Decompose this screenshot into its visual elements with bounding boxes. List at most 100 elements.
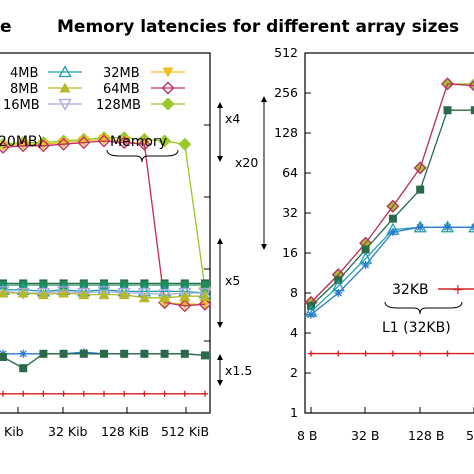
marker-square [443, 106, 452, 115]
marker-plus [335, 350, 342, 357]
marker-triangle [179, 290, 191, 301]
marker-diamond [161, 97, 175, 111]
legend: 4MB 8MB 16MB 32MB 64MB 128MB [0, 58, 205, 114]
marker-star [19, 349, 28, 358]
marker-plus [308, 350, 314, 357]
side-annotations: x4 x20 x5 x1.5 [217, 96, 267, 386]
left-x-tick-label: Kib [4, 424, 24, 439]
annotation-32kb: 32KB [392, 282, 429, 298]
left-series-dark [0, 349, 209, 373]
marker-star [361, 260, 370, 269]
right-series-64MB [304, 77, 474, 309]
legend-label: 64MB [103, 82, 140, 97]
left-series-green [0, 131, 212, 295]
tick-marks [17, 52, 474, 414]
legend-label: 8MB [10, 82, 38, 97]
marker-square [120, 349, 129, 358]
right-series-line [310, 226, 474, 316]
marker-triangle [58, 287, 70, 298]
marker-square [79, 349, 88, 358]
marker-square [160, 349, 169, 358]
marker-diamond-open [57, 137, 71, 151]
annotation-l1: L1 (32KB) [382, 320, 451, 336]
legend-item-64MB [151, 81, 185, 95]
marker-diamond-open [77, 136, 91, 150]
marker-diamond-open [16, 139, 30, 153]
memory-brace [106, 149, 179, 163]
marker-square [59, 349, 68, 358]
right-legend-box [385, 278, 474, 300]
marker-diamond-open [178, 299, 192, 313]
right-y-tick-label: 8 [290, 285, 298, 300]
marker-diamond [158, 134, 172, 148]
marker-diamond-open [413, 161, 427, 175]
left-series-line [2, 140, 206, 307]
left-x-tick-label: 128 KiB [101, 424, 149, 439]
right-y-tick-label: 4 [290, 325, 298, 340]
marker-square [361, 245, 370, 254]
right-x-tick-label: 32 B [351, 428, 379, 443]
right-y-tick-label: 256 [274, 85, 298, 100]
right-series-group [304, 77, 474, 357]
left-series-8MB [0, 287, 211, 303]
marker-square [100, 349, 108, 358]
marker-triangle-down-open [0, 286, 10, 299]
legend-label: 16MB [3, 98, 40, 113]
marker-square [180, 349, 189, 358]
l1-brace [384, 301, 463, 315]
side-label-x20: x20 [235, 155, 258, 170]
right-y-tick-label: 1 [290, 405, 298, 420]
marker-square [19, 364, 28, 373]
marker-star [307, 310, 315, 319]
marker-diamond-open [117, 136, 131, 150]
legend-marker-plus: + [452, 282, 464, 298]
left-series-red [0, 390, 208, 397]
right-series-red [308, 350, 474, 357]
right-series-line [310, 83, 474, 303]
marker-triangle-down-open [178, 287, 192, 300]
marker-triangle-down-open [36, 287, 50, 300]
right-x-tick-label: 5 [466, 428, 474, 443]
marker-square [201, 281, 209, 289]
marker-diamond-open [137, 137, 151, 151]
marker-diamond-open [36, 139, 50, 153]
marker-triangle [78, 289, 90, 300]
right-y-tick-label: 32 [282, 205, 298, 220]
marker-plus [202, 390, 208, 397]
legend-label: 4MB [10, 66, 38, 81]
marker-diamond-open [198, 297, 212, 311]
left-plot-frame [0, 52, 211, 414]
marker-triangle [199, 290, 211, 301]
marker-square [470, 106, 474, 115]
marker-triangle-down-open [58, 98, 72, 111]
left-x-axis: Kib 32 Kib 128 KiB 512 KiB [4, 424, 209, 439]
marker-diamond-open [441, 77, 454, 91]
marker-triangle-down-open [137, 287, 151, 300]
marker-triangle-down-open [198, 287, 212, 300]
marker-plus [362, 350, 369, 357]
right-y-tick-label: 16 [282, 245, 298, 260]
marker-plus [80, 390, 87, 397]
right-y-tick-label: 64 [282, 165, 298, 180]
marker-plus [444, 350, 451, 357]
marker-square [39, 349, 48, 358]
marker-triangle-down-open [97, 286, 111, 299]
side-label-x4: x4 [225, 111, 240, 126]
marker-square [201, 351, 209, 360]
right-x-tick-label: 8 B [297, 428, 318, 443]
legend-item-128MB [151, 97, 185, 111]
right-x-axis: 8 B 32 B 128 B 5 [297, 428, 474, 443]
legend-item-32MB [151, 67, 185, 78]
right-series-line [310, 83, 474, 303]
legend-item-8MB [48, 82, 82, 93]
marker-triangle [159, 292, 171, 303]
marker-triangle-down-open [57, 286, 71, 299]
marker-plus [181, 390, 188, 397]
right-plot-frame [304, 52, 474, 414]
marker-triangle-down [0, 141, 9, 152]
legend-label: 128MB [96, 98, 141, 113]
right-series-blue [307, 223, 474, 319]
legend-label: 32MB [103, 66, 140, 81]
marker-square [140, 349, 149, 358]
